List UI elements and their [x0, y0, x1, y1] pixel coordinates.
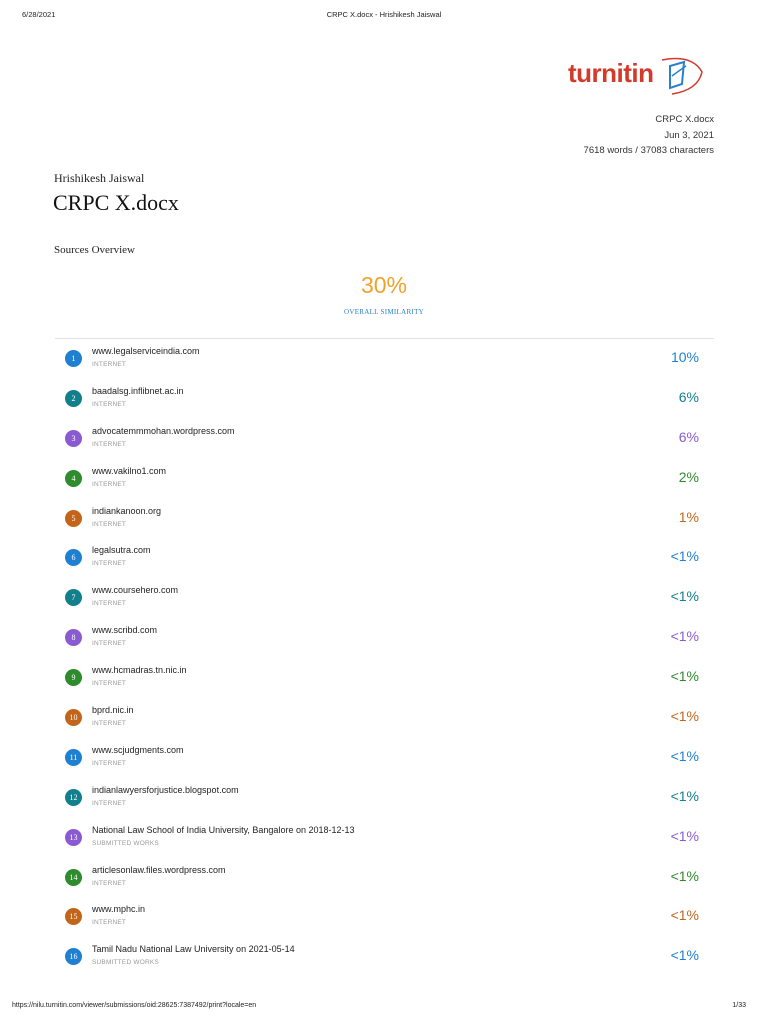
source-name[interactable]: www.scjudgments.com	[92, 744, 184, 755]
source-row[interactable]: 4 www.vakilno1.com INTERNET 2%	[55, 459, 714, 499]
source-row[interactable]: 10 bprd.nic.in INTERNET <1%	[55, 698, 714, 738]
source-name[interactable]: www.hcmadras.tn.nic.in	[92, 665, 187, 676]
source-number-badge: 11	[65, 748, 82, 766]
source-number-badge: 1	[65, 350, 82, 367]
source-type: INTERNET	[92, 720, 127, 728]
source-percentage: 6%	[678, 388, 699, 405]
source-percentage: <1%	[670, 947, 699, 964]
source-number-badge: 15	[65, 908, 82, 926]
source-row[interactable]: 12 indianlawyersforjustice.blogspot.com IN…	[55, 778, 714, 818]
meta-counts: 7618 words / 37083 characters	[583, 145, 714, 156]
source-name[interactable]: articlesonlaw.files.wordpress.com	[92, 864, 226, 875]
source-row[interactable]: 2 baadalsg.inflibnet.ac.in INTERNET 6%	[55, 379, 714, 419]
source-type: INTERNET	[92, 759, 127, 767]
print-date: 6/28/2021	[22, 10, 56, 19]
divider	[55, 338, 714, 339]
source-type: INTERNET	[92, 480, 127, 488]
source-percentage: 10%	[670, 349, 699, 365]
source-name[interactable]: indianlawyersforjustice.blogspot.com	[92, 784, 239, 795]
source-name[interactable]: www.legalserviceindia.com	[92, 346, 200, 356]
source-type: INTERNET	[92, 520, 127, 528]
source-percentage: <1%	[670, 548, 699, 565]
source-percentage: <1%	[670, 668, 699, 685]
source-name[interactable]: www.scribd.com	[92, 625, 158, 636]
print-url: https://nilu.turnitin.com/viewer/submiss…	[12, 1002, 257, 1009]
source-number-badge: 16	[65, 948, 82, 966]
source-number-badge: 5	[65, 509, 82, 527]
source-row[interactable]: 7 www.coursehero.com INTERNET <1%	[55, 578, 714, 618]
source-percentage: 6%	[678, 428, 699, 445]
source-number-badge: 13	[65, 828, 82, 846]
source-number-badge: 2	[65, 389, 82, 407]
source-percentage: 2%	[678, 468, 699, 485]
sources-list: 1 www.legalserviceindia.com INTERNET 10% 2 ba…	[55, 339, 714, 977]
source-percentage: <1%	[670, 827, 699, 844]
logo-mark-icon	[661, 57, 703, 95]
author-name: Hrishikesh Jaiswal	[54, 171, 145, 185]
source-type: SUBMITTED WORKS	[92, 839, 159, 847]
source-type: INTERNET	[92, 879, 127, 887]
source-name[interactable]: National Law School of India University,…	[92, 824, 355, 835]
overall-similarity-value: 30%	[360, 272, 408, 298]
source-number-badge: 6	[65, 549, 82, 567]
source-number-badge: 7	[65, 589, 82, 607]
source-percentage: <1%	[670, 787, 699, 804]
source-row[interactable]: 15 www.mphc.in INTERNET <1%	[55, 897, 714, 937]
source-name[interactable]: baadalsg.inflibnet.ac.in	[92, 385, 184, 396]
source-type: INTERNET	[92, 799, 127, 807]
source-number-badge: 14	[65, 868, 82, 886]
document-meta: CRPC X.docx Jun 3, 2021 7618 words / 370…	[584, 112, 714, 159]
logo-text: turnitin	[568, 58, 654, 88]
source-row[interactable]: 6 legalsutra.com INTERNET <1%	[55, 538, 714, 578]
meta-date: Jun 3, 2021	[664, 129, 714, 141]
source-type: INTERNET	[92, 440, 127, 448]
source-type: SUBMITTED WORKS	[92, 959, 159, 967]
source-row[interactable]: 5 indiankanoon.org INTERNET 1%	[55, 499, 714, 539]
source-number-badge: 8	[65, 629, 82, 647]
source-percentage: <1%	[670, 867, 699, 884]
source-number-badge: 12	[65, 788, 82, 806]
source-row[interactable]: 8 www.scribd.com INTERNET <1%	[55, 618, 714, 658]
source-name[interactable]: www.coursehero.com	[92, 585, 179, 596]
source-type: INTERNET	[92, 680, 127, 688]
source-row[interactable]: 1 www.legalserviceindia.com INTERNET 10%	[55, 339, 714, 379]
source-type: INTERNET	[92, 600, 127, 608]
source-number-badge: 3	[65, 429, 82, 447]
source-number-badge: 10	[65, 709, 82, 727]
source-type: INTERNET	[92, 640, 127, 648]
source-percentage: <1%	[670, 628, 699, 645]
source-percentage: <1%	[670, 588, 699, 605]
print-header: 6/28/2021 CRPC X.docx - Hrishikesh Jaisw…	[0, 10, 768, 22]
source-type: INTERNET	[92, 560, 127, 568]
source-row[interactable]: 16 Tamil Nadu National Law University on …	[55, 937, 714, 977]
source-type: INTERNET	[92, 400, 127, 408]
source-number-badge: 9	[65, 669, 82, 687]
source-percentage: <1%	[670, 708, 699, 725]
turnitin-logo: turnitin	[566, 52, 716, 102]
source-percentage: <1%	[670, 747, 699, 764]
overall-similarity-label: OVERALL SIMILARITY	[344, 308, 424, 316]
source-percentage: 1%	[678, 508, 699, 525]
source-row[interactable]: 11 www.scjudgments.com INTERNET <1%	[55, 738, 714, 778]
section-title: Sources Overview	[54, 244, 135, 256]
source-name[interactable]: indiankanoon.org	[92, 505, 162, 516]
source-number-badge: 4	[65, 469, 82, 487]
source-type: INTERNET	[92, 361, 127, 368]
meta-filename: CRPC X.docx	[655, 114, 714, 125]
source-row[interactable]: 3 advocatemmmohan.wordpress.com INTERNET 6%	[55, 419, 714, 459]
source-name[interactable]: advocatemmmohan.wordpress.com	[92, 425, 235, 436]
source-row[interactable]: 13 National Law School of India Universit…	[55, 818, 714, 858]
source-percentage: <1%	[670, 907, 699, 924]
print-page-number: 1/33	[732, 1002, 746, 1009]
source-type: INTERNET	[92, 919, 127, 927]
document-title: CRPC X.docx	[53, 190, 179, 215]
source-name[interactable]: Tamil Nadu National Law University on 20…	[92, 944, 295, 955]
print-title: CRPC X.docx - Hrishikesh Jaiswal	[326, 10, 442, 19]
source-row[interactable]: 9 www.hcmadras.tn.nic.in INTERNET <1%	[55, 658, 714, 698]
source-name[interactable]: legalsutra.com	[92, 545, 151, 556]
source-name[interactable]: www.vakilno1.com	[92, 465, 167, 476]
source-name[interactable]: www.mphc.in	[92, 904, 146, 915]
source-row[interactable]: 14 articlesonlaw.files.wordpress.com INTER…	[55, 858, 714, 898]
source-name[interactable]: bprd.nic.in	[92, 705, 134, 716]
